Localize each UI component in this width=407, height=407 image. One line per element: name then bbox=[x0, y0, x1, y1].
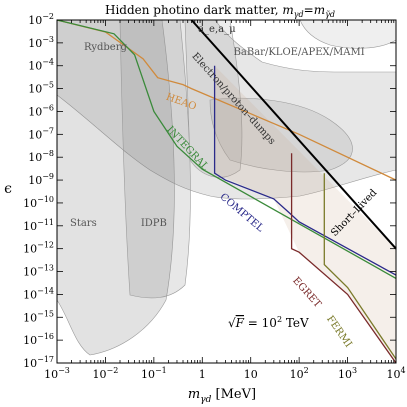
y-axis-ticks: 10−2 10−3 10−4 10−5 10−6 10−7 10−8 10−9 10−10 10−… bbox=[23, 12, 396, 370]
plot-frame bbox=[56, 19, 397, 364]
series-line-fermi bbox=[323, 173, 397, 360]
y-tick-label: 10−11 bbox=[23, 218, 54, 233]
chart-title: Hidden photino dark matter, mγd=mγ̃d bbox=[105, 3, 335, 19]
x-tick-label: 102 bbox=[290, 366, 309, 381]
y-tick-label: 10−2 bbox=[28, 12, 54, 27]
y-tick-label: 10−3 bbox=[28, 35, 54, 50]
x-tick-label: 10 bbox=[244, 368, 258, 381]
curve-label: FERMI bbox=[324, 314, 354, 350]
series-line-egret bbox=[290, 153, 397, 364]
excluded-region-4 bbox=[209, 97, 353, 173]
x-tick-label: 10−3 bbox=[44, 366, 70, 381]
region-label: Rydberg bbox=[84, 42, 128, 53]
y-tick-label: 10−5 bbox=[28, 81, 54, 96]
curve-label: a_e,a_μ bbox=[198, 24, 236, 35]
svg-text:√F = 102 TeV: √F = 102 TeV bbox=[228, 315, 309, 330]
y-tick-label: 10−8 bbox=[28, 149, 54, 164]
series-line-shortlived bbox=[190, 19, 397, 250]
y-tick-label: 10−13 bbox=[23, 264, 54, 279]
y-tick-label: 10−9 bbox=[28, 172, 54, 187]
y-tick-label: 10−7 bbox=[28, 126, 54, 141]
x-tick-label: 10−2 bbox=[93, 366, 119, 381]
y-tick-label: 10−17 bbox=[23, 355, 54, 370]
y-tick-label: 10−15 bbox=[23, 309, 54, 324]
excluded-region-1 bbox=[56, 19, 175, 356]
x-axis-label: mγd [MeV] bbox=[188, 387, 256, 405]
x-tick-label: 103 bbox=[338, 366, 357, 381]
y-tick-label: 10−6 bbox=[28, 103, 54, 118]
curve-label: EGRET bbox=[290, 275, 323, 310]
region-label: BaBar/KLOE/APEX/MAMI bbox=[234, 47, 365, 58]
series-line-comptel bbox=[213, 65, 397, 276]
series-line-heao bbox=[56, 19, 397, 181]
excluded-region-5 bbox=[299, 19, 397, 49]
region-label: IDPB bbox=[141, 218, 167, 229]
series-line-integral bbox=[56, 19, 397, 279]
y-tick-label: 10−16 bbox=[23, 332, 54, 347]
visible-window-region bbox=[214, 65, 396, 363]
x-tick-label: 1 bbox=[199, 368, 206, 381]
x-tick-label: 10−1 bbox=[141, 366, 167, 381]
y-tick-label: 10−10 bbox=[23, 195, 54, 210]
x-tick-label: 104 bbox=[386, 366, 405, 381]
y-tick-label: 10−12 bbox=[23, 241, 54, 256]
annotation-sqrt-f: √F = 102 TeV bbox=[228, 315, 309, 330]
y-tick-label: 10−4 bbox=[28, 58, 54, 73]
excluded-region-2 bbox=[119, 19, 191, 299]
x-axis-ticks: 10−3 10−2 10−1 1 10 102 103 104 bbox=[44, 20, 406, 381]
region-label: Stars bbox=[70, 218, 97, 229]
y-axis-label: ϵ bbox=[4, 181, 12, 197]
y-tick-label: 10−14 bbox=[23, 286, 54, 301]
limit-curves bbox=[56, 19, 397, 364]
